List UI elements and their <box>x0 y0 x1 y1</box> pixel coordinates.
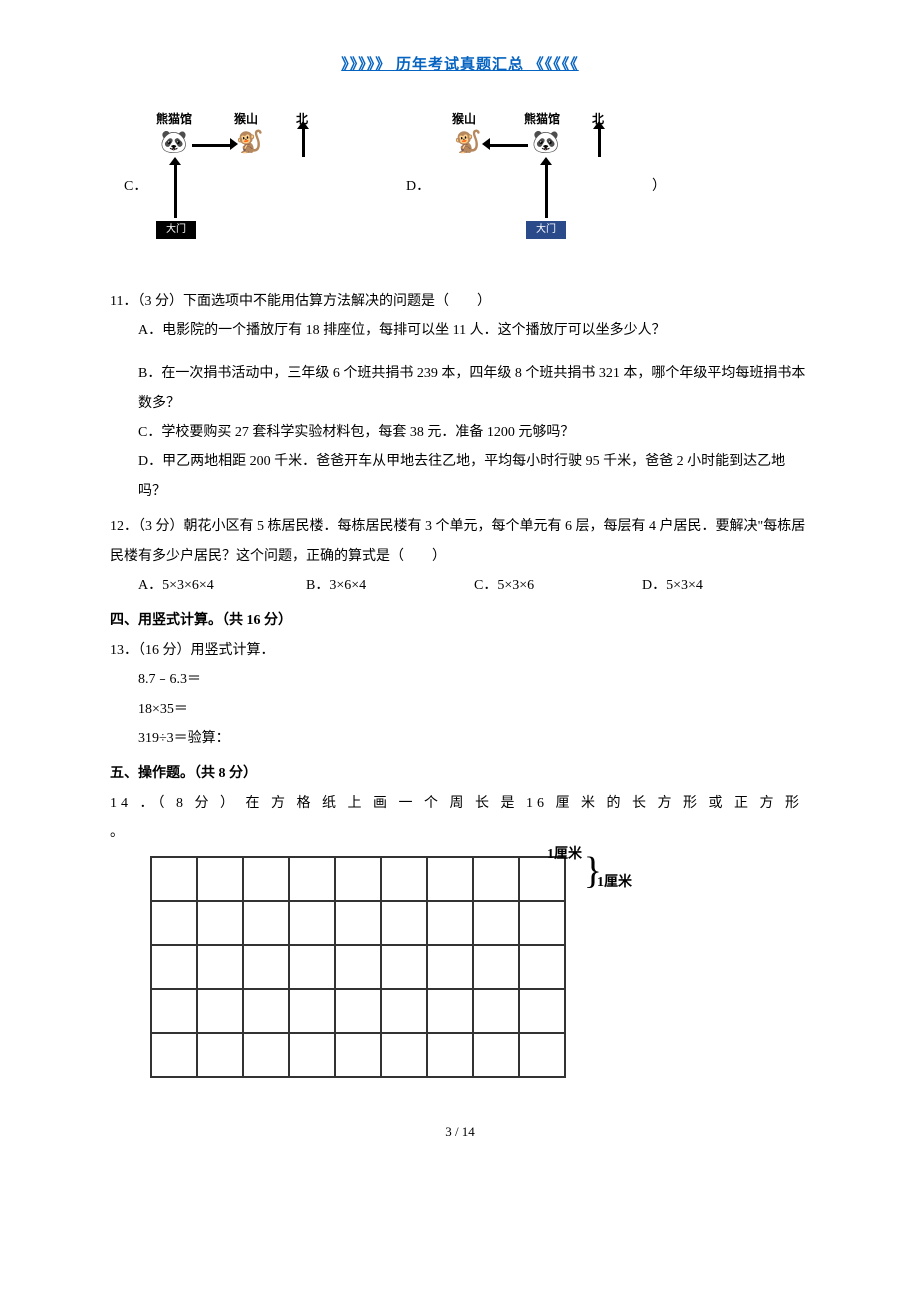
q13-exp-2: 18×35＝ <box>110 695 810 724</box>
q13-exp-3: 319÷3＝验算： <box>110 724 810 753</box>
q11-option-c: C．学校要购买 27 套科学实验材料包，每套 38 元．准备 1200 元够吗？ <box>110 418 810 447</box>
option-c-label: C． <box>110 172 136 261</box>
north-arrow <box>598 127 601 157</box>
arrow-vert <box>545 163 548 218</box>
q12-option-c: C．5×3×6 <box>474 571 642 600</box>
grid-unit-side: 1厘米 <box>597 868 632 897</box>
gate-box: 大门 <box>526 221 566 239</box>
q11-stem: 11．（3 分）下面选项中不能用估算方法解决的问题是（ ） <box>110 287 810 316</box>
header-link-container: 》》》》》 历年考试真题汇总 《《《《《 <box>110 50 810 82</box>
q12-option-b: B．3×6×4 <box>306 571 474 600</box>
question-12: 12．（3 分）朝花小区有 5 栋居民楼．每栋居民楼有 3 个单元，每个单元有 … <box>110 512 810 600</box>
q11-option-b: B．在一次捐书活动中，三年级 6 个班共捐书 239 本，四年级 8 个班共捐书… <box>110 359 810 418</box>
grid-wrapper: 1厘米 } 1厘米 <box>150 856 610 1078</box>
q12-option-a: A．5×3×6×4 <box>138 571 306 600</box>
arrowhead-right-icon <box>230 138 238 150</box>
monkey-icon: 🐒 <box>236 129 264 157</box>
arrowhead-left-icon <box>482 138 490 150</box>
diagram-option-row: C． 熊猫馆 猴山 北 🐼 🐒 大门 D． 猴山 熊猫馆 北 🐒 🐼 大门 <box>110 107 810 262</box>
section-5-title: 五、操作题。（共 8 分） <box>110 759 810 788</box>
q11-option-a: A．电影院的一个播放厅有 18 排座位，每排可以坐 11 人．这个播放厅可以坐多… <box>110 316 810 345</box>
arrow-horiz <box>488 144 528 147</box>
panda-icon: 🐼 <box>532 129 560 157</box>
grid-paper <box>150 856 566 1078</box>
section-4-title: 四、用竖式计算。（共 16 分） <box>110 606 810 635</box>
q12-option-d: D．5×3×4 <box>642 571 810 600</box>
header-link[interactable]: 》》》》》 历年考试真题汇总 《《《《《 <box>341 57 579 73</box>
gate-box: 大门 <box>156 221 196 239</box>
q11-option-d: D．甲乙两地相距 200 千米．爸爸开车从甲地去往乙地，平均每小时行驶 95 千… <box>110 447 810 506</box>
north-arrow <box>302 127 305 157</box>
q12-options: A．5×3×6×4 B．3×6×4 C．5×3×6 D．5×3×4 <box>110 571 810 600</box>
diagram-d: 猴山 熊猫馆 北 🐒 🐼 大门 <box>442 107 642 262</box>
q13-stem: 13．（16 分）用竖式计算． <box>110 636 810 665</box>
option-d-label: D． <box>406 172 432 261</box>
arrow-vert <box>174 163 177 218</box>
closing-paren: ） <box>652 172 666 261</box>
question-11: 11．（3 分）下面选项中不能用估算方法解决的问题是（ ） A．电影院的一个播放… <box>110 287 810 507</box>
arrow-horiz <box>192 144 232 147</box>
q13-exp-1: 8.7﹣6.3＝ <box>110 665 810 694</box>
q14-stem: 14 ．（ 8 分 ） 在 方 格 纸 上 画 一 个 周 长 是 16 厘 米… <box>110 789 810 848</box>
question-13: 13．（16 分）用竖式计算． 8.7﹣6.3＝ 18×35＝ 319÷3＝验算… <box>110 636 810 754</box>
arrowhead-up-icon <box>169 157 181 165</box>
panda-icon: 🐼 <box>160 129 188 157</box>
page-footer: 3 / 14 <box>110 1118 810 1145</box>
arrowhead-up-icon <box>540 157 552 165</box>
diagram-c: 熊猫馆 猴山 北 🐼 🐒 大门 <box>146 107 346 262</box>
q12-stem: 12．（3 分）朝花小区有 5 栋居民楼．每栋居民楼有 3 个单元，每个单元有 … <box>110 512 810 571</box>
grid-unit-top: 1厘米 <box>547 840 582 869</box>
north-arrowhead-icon <box>297 121 309 129</box>
north-arrowhead-icon <box>593 121 605 129</box>
question-14: 14 ．（ 8 分 ） 在 方 格 纸 上 画 一 个 周 长 是 16 厘 米… <box>110 789 810 1078</box>
monkey-icon: 🐒 <box>454 129 482 157</box>
